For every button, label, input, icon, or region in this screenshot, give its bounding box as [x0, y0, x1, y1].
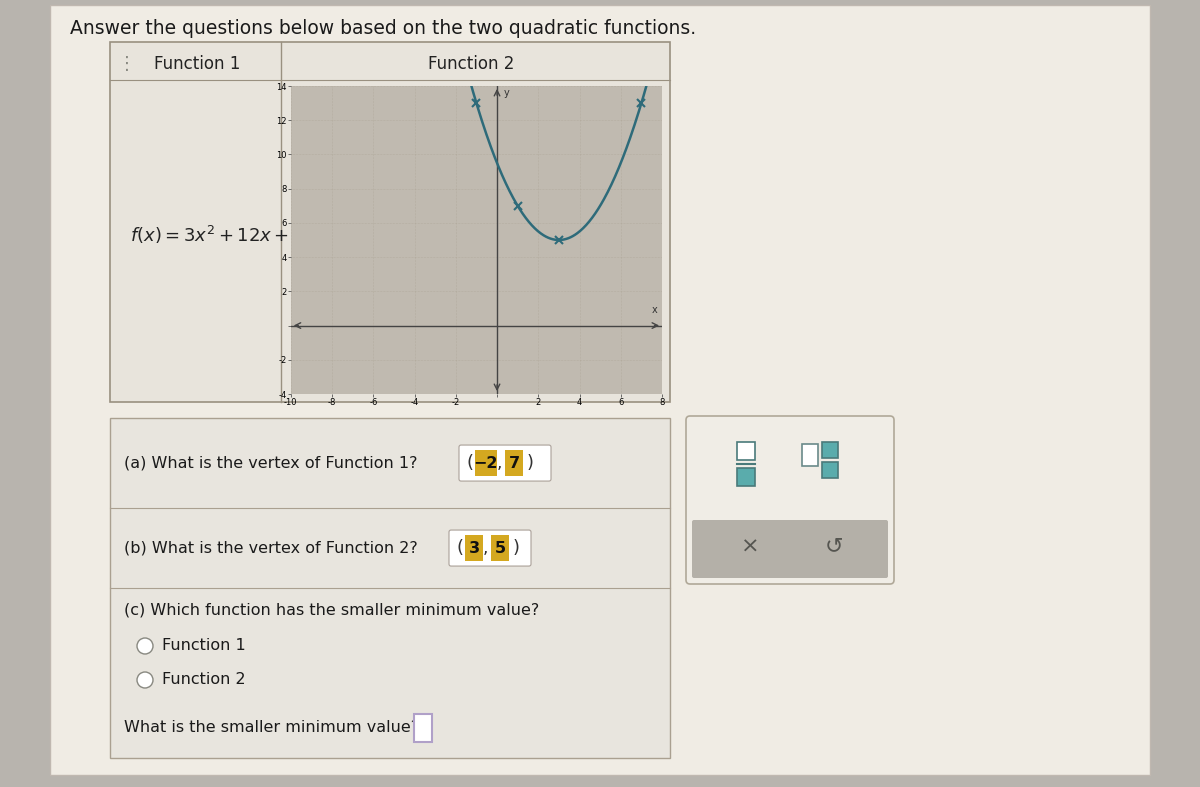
Text: (b) What is the vertex of Function 2?: (b) What is the vertex of Function 2? — [124, 541, 418, 556]
Text: (: ( — [466, 454, 473, 472]
FancyBboxPatch shape — [110, 42, 670, 402]
Text: x: x — [652, 305, 658, 316]
Text: Function 1: Function 1 — [154, 55, 240, 73]
Text: (c) Which function has the smaller minimum value?: (c) Which function has the smaller minim… — [124, 603, 539, 618]
FancyBboxPatch shape — [475, 450, 497, 476]
FancyBboxPatch shape — [449, 530, 530, 566]
Text: ⋮: ⋮ — [118, 55, 136, 73]
Text: (a) What is the vertex of Function 1?: (a) What is the vertex of Function 1? — [124, 456, 418, 471]
Circle shape — [137, 672, 154, 688]
FancyBboxPatch shape — [737, 442, 755, 460]
Text: 7: 7 — [509, 456, 520, 471]
FancyBboxPatch shape — [822, 462, 838, 478]
Text: 3: 3 — [468, 541, 480, 556]
Text: −2: −2 — [474, 456, 498, 471]
FancyBboxPatch shape — [50, 5, 1150, 775]
FancyBboxPatch shape — [466, 535, 482, 561]
FancyBboxPatch shape — [822, 442, 838, 458]
FancyBboxPatch shape — [491, 535, 509, 561]
Text: y: y — [503, 87, 509, 98]
Text: Function 2: Function 2 — [428, 55, 515, 73]
Text: Function 2: Function 2 — [162, 673, 246, 688]
Text: ): ) — [527, 454, 534, 472]
Text: Answer the questions below based on the two quadratic functions.: Answer the questions below based on the … — [70, 19, 696, 38]
FancyBboxPatch shape — [414, 714, 432, 742]
Text: ): ) — [514, 539, 520, 557]
Text: ↺: ↺ — [824, 537, 844, 556]
FancyBboxPatch shape — [458, 445, 551, 481]
FancyBboxPatch shape — [686, 416, 894, 584]
Text: Function 1: Function 1 — [162, 638, 246, 653]
Text: (: ( — [456, 539, 463, 557]
Text: What is the smaller minimum value?: What is the smaller minimum value? — [124, 721, 419, 736]
Text: 5: 5 — [494, 541, 505, 556]
Text: $f(x) = 3x^2 + 12x + 19$: $f(x) = 3x^2 + 12x + 19$ — [130, 224, 316, 246]
FancyBboxPatch shape — [802, 444, 818, 466]
FancyBboxPatch shape — [505, 450, 523, 476]
FancyBboxPatch shape — [737, 468, 755, 486]
FancyBboxPatch shape — [110, 418, 670, 758]
Text: ,: , — [497, 454, 502, 472]
Circle shape — [137, 638, 154, 654]
Text: ×: × — [740, 537, 760, 556]
FancyBboxPatch shape — [692, 520, 888, 578]
Text: ,: , — [482, 539, 487, 557]
